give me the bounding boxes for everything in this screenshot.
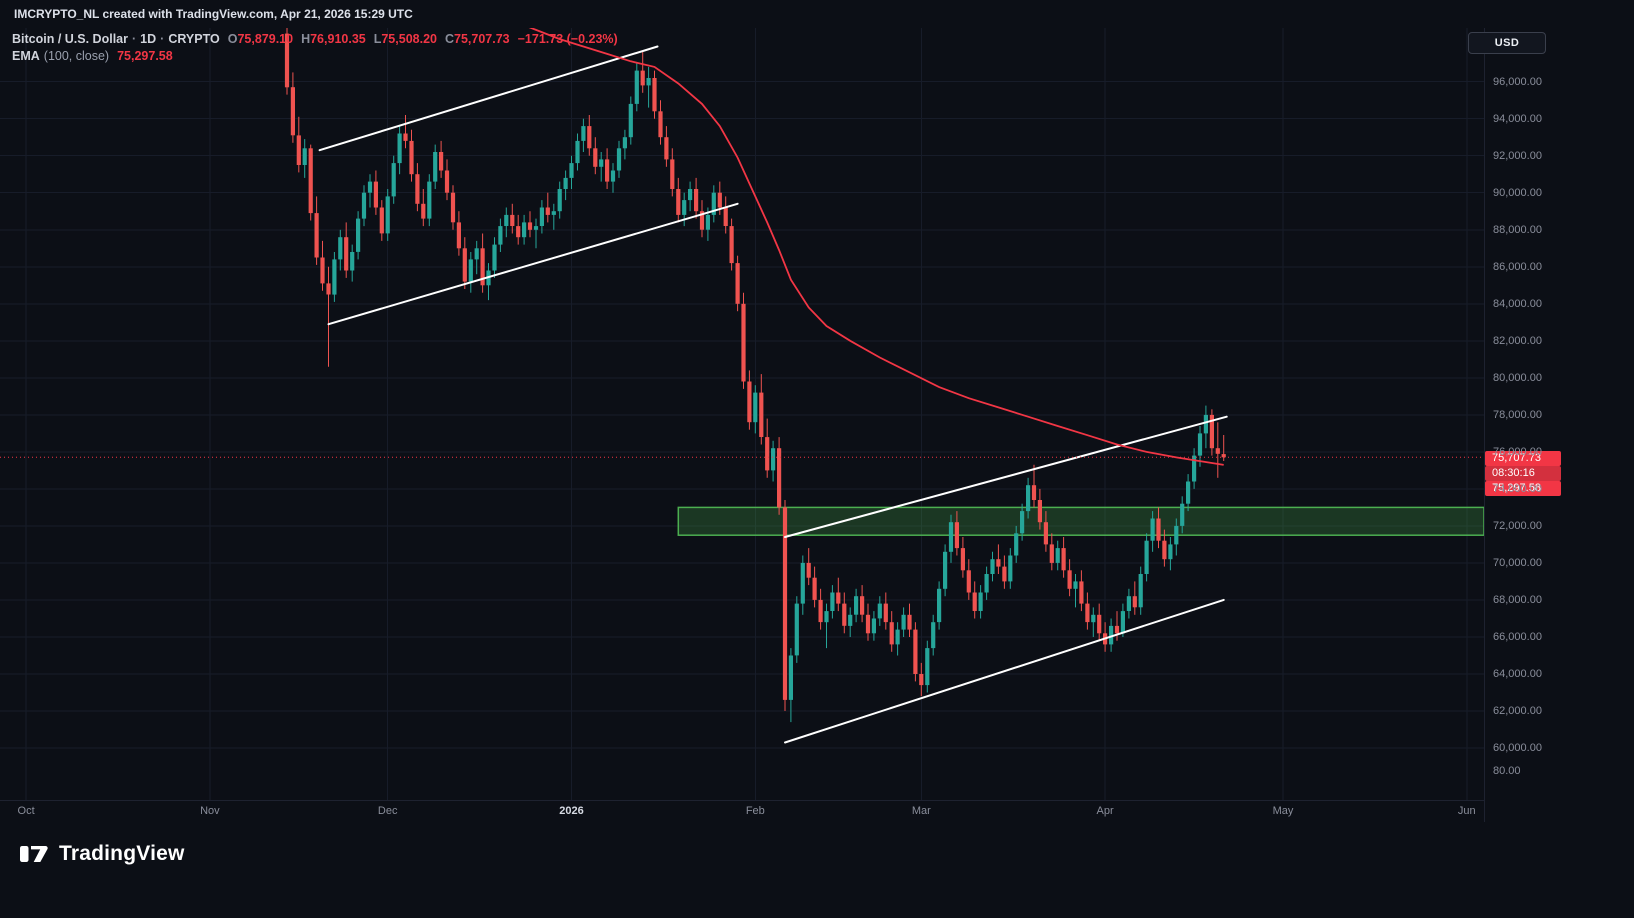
- high-label: H: [301, 32, 311, 46]
- price-tick-label: 64,000.00: [1493, 668, 1542, 680]
- ema-price-badge: 75,297.58: [1485, 481, 1561, 496]
- upper-channel-bottom-trendline[interactable]: [327, 202, 739, 326]
- time-axis-label: May: [1272, 805, 1294, 817]
- price-tick-label: 74,000.00: [1493, 482, 1542, 495]
- low-label: L: [373, 32, 382, 46]
- time-axis-label: Apr: [1096, 805, 1114, 817]
- time-axis-label: Feb: [745, 805, 765, 817]
- tradingview-logo[interactable]: TradingView: [20, 842, 185, 866]
- ema-line[interactable]: [512, 28, 1224, 466]
- secondary-scale-label: 80.00: [1493, 765, 1521, 777]
- price-tick-label: 82,000.00: [1493, 334, 1542, 347]
- price-tick-label: 76,000.00: [1493, 445, 1542, 458]
- chart-pane[interactable]: Bitcoin / U.S. Dollar · 1D · CRYPTO O75,879.1…: [0, 28, 1484, 800]
- grid-layer: [0, 28, 1484, 800]
- last-price-badge: 75,707.73: [1485, 451, 1561, 466]
- bar-countdown-badge: 08:30:16: [1485, 466, 1561, 481]
- price-tick-label: 94,000.00: [1493, 112, 1542, 125]
- upper-channel-top-trendline[interactable]: [318, 45, 659, 152]
- time-axis-label: Nov: [200, 805, 220, 817]
- legend-separator: ·: [132, 32, 137, 46]
- price-tick-label: 70,000.00: [1493, 556, 1542, 569]
- header-bar: IMCRYPTO_NL created with TradingView.com…: [0, 0, 1634, 28]
- price-tick-label: 86,000.00: [1493, 260, 1542, 273]
- legend-separator: ·: [160, 32, 165, 46]
- ema-legend-row[interactable]: EMA (100, close) 75,297.58: [12, 48, 618, 65]
- open-value: 75,879.10: [237, 32, 294, 46]
- tradingview-logo-icon: [20, 846, 48, 862]
- price-axis[interactable]: 75,707.73 08:30:16 75,297.58 96,000.00 94…: [1484, 28, 1634, 822]
- price-tick-label: 62,000.00: [1493, 705, 1542, 717]
- lower-channel-top-trendline[interactable]: [784, 415, 1228, 538]
- interval-label[interactable]: 1D: [140, 32, 157, 46]
- price-tick-label: 90,000.00: [1493, 186, 1542, 199]
- close-label: C: [444, 32, 454, 46]
- time-axis-label: Mar: [911, 805, 931, 817]
- price-tick-label: 80,000.00: [1493, 371, 1542, 384]
- time-axis-label: Dec: [377, 805, 398, 817]
- currency-toggle-button[interactable]: USD: [1468, 32, 1546, 54]
- ema-params: (100, close): [43, 49, 110, 63]
- symbol-legend-row[interactable]: Bitcoin / U.S. Dollar · 1D · CRYPTO O75,879.1…: [12, 31, 618, 48]
- price-tick-label: 72,000.00: [1493, 519, 1542, 532]
- low-value: 75,508.20: [381, 32, 437, 46]
- price-tick-label: 68,000.00: [1493, 593, 1542, 606]
- ema-value: 75,297.58: [117, 49, 173, 63]
- close-value: 75,707.73: [454, 32, 510, 46]
- change-value: −171.73 (−0.23%): [517, 32, 618, 46]
- price-tick-label: 92,000.00: [1493, 149, 1542, 162]
- ema-label[interactable]: EMA: [12, 49, 40, 63]
- symbol-title[interactable]: Bitcoin / U.S. Dollar: [12, 32, 128, 46]
- exchange-label: CRYPTO: [168, 32, 220, 46]
- price-tick-label: 96,000.00: [1493, 75, 1542, 88]
- chart-legend: Bitcoin / U.S. Dollar · 1D · CRYPTO O75,879.1…: [12, 31, 618, 65]
- time-axis-label: Oct: [17, 805, 35, 817]
- price-tick-label: 78,000.00: [1493, 408, 1542, 421]
- price-tick-label: 84,000.00: [1493, 297, 1542, 310]
- price-chart-canvas[interactable]: [0, 28, 1484, 800]
- price-tick-label: 66,000.00: [1493, 631, 1542, 643]
- trendlines-layer[interactable]: [318, 45, 1228, 744]
- price-tick-label: 60,000.00: [1493, 742, 1542, 754]
- time-axis[interactable]: Oct Nov Dec 2026 Feb Mar Apr May Jun: [0, 800, 1484, 823]
- lower-channel-bottom-trendline[interactable]: [784, 598, 1225, 744]
- time-axis-label: 2026: [559, 805, 584, 817]
- price-tick-label: 88,000.00: [1493, 223, 1542, 236]
- high-value: 76,910.35: [310, 32, 366, 46]
- time-axis-label: Jun: [1457, 805, 1476, 817]
- tradingview-logo-text: TradingView: [59, 842, 185, 865]
- supply-zone[interactable]: [677, 506, 1484, 536]
- open-label: O: [227, 32, 238, 46]
- header-attribution-text: IMCRYPTO_NL created with TradingView.com…: [14, 7, 413, 21]
- footer-bar: TradingView: [0, 822, 1634, 918]
